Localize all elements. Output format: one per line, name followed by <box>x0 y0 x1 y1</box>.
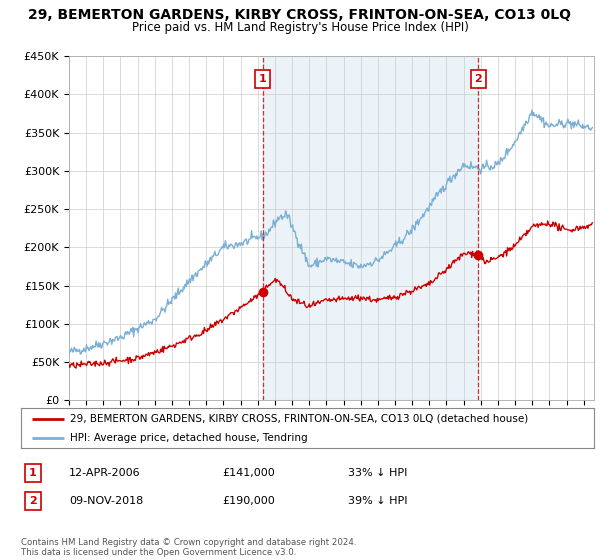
Text: HPI: Average price, detached house, Tendring: HPI: Average price, detached house, Tend… <box>70 433 307 443</box>
Text: 1: 1 <box>259 74 266 84</box>
Text: 2: 2 <box>475 74 482 84</box>
Text: £190,000: £190,000 <box>222 496 275 506</box>
Text: 29, BEMERTON GARDENS, KIRBY CROSS, FRINTON-ON-SEA, CO13 0LQ: 29, BEMERTON GARDENS, KIRBY CROSS, FRINT… <box>29 8 571 22</box>
Bar <box>263 56 478 400</box>
Text: 09-NOV-2018: 09-NOV-2018 <box>69 496 143 506</box>
Text: 2: 2 <box>29 496 37 506</box>
Text: 12-APR-2006: 12-APR-2006 <box>69 468 140 478</box>
Text: £141,000: £141,000 <box>222 468 275 478</box>
Text: 29, BEMERTON GARDENS, KIRBY CROSS, FRINTON-ON-SEA, CO13 0LQ (detached house): 29, BEMERTON GARDENS, KIRBY CROSS, FRINT… <box>70 414 528 424</box>
Text: Price paid vs. HM Land Registry's House Price Index (HPI): Price paid vs. HM Land Registry's House … <box>131 21 469 34</box>
Text: 39% ↓ HPI: 39% ↓ HPI <box>348 496 407 506</box>
Text: 33% ↓ HPI: 33% ↓ HPI <box>348 468 407 478</box>
Text: Contains HM Land Registry data © Crown copyright and database right 2024.
This d: Contains HM Land Registry data © Crown c… <box>21 538 356 557</box>
Text: 1: 1 <box>29 468 37 478</box>
